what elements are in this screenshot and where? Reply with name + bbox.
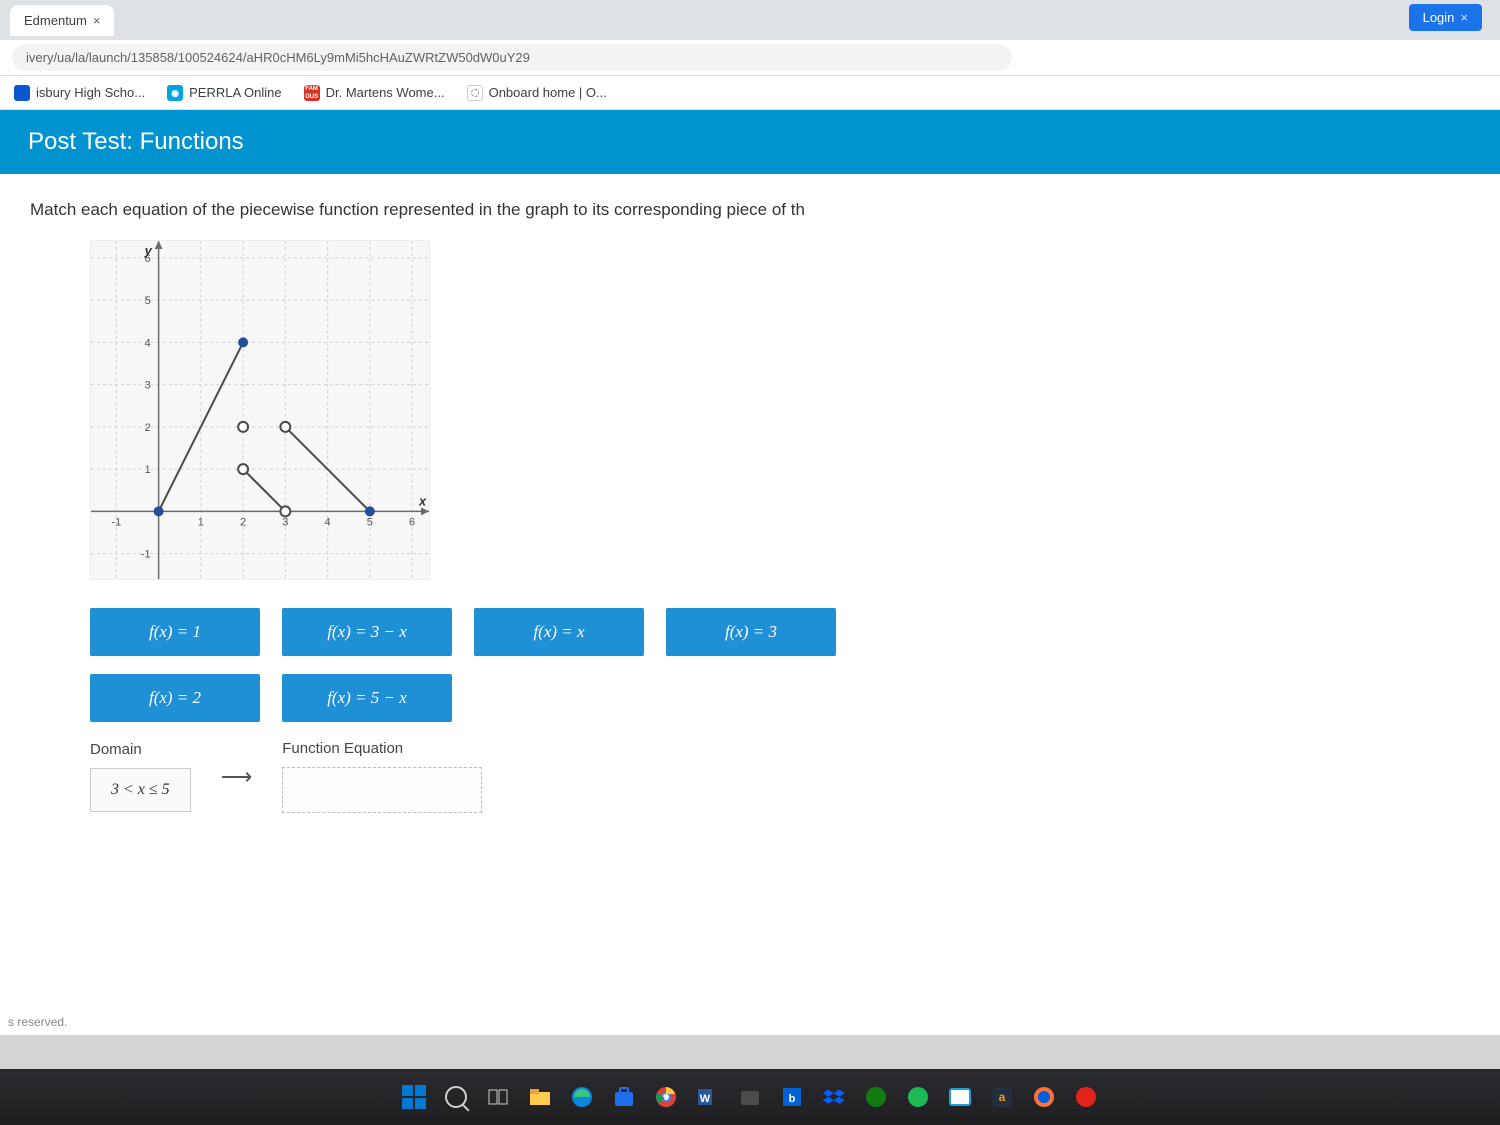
equation-heading: Function Equation: [282, 740, 482, 757]
store-icon[interactable]: [607, 1080, 641, 1114]
edge-icon[interactable]: [565, 1080, 599, 1114]
equation-tile[interactable]: f(x) = 5 − x: [282, 674, 452, 722]
bookmark-label: PERRLA Online: [189, 85, 282, 100]
search-button[interactable]: [439, 1080, 473, 1114]
bookmark-label: Dr. Martens Wome...: [326, 85, 445, 100]
svg-text:x: x: [418, 493, 427, 508]
domain-column: Domain 3 < x ≤ 5: [90, 741, 191, 812]
equation-drop-target[interactable]: [282, 767, 482, 813]
close-icon[interactable]: ×: [93, 13, 101, 28]
answer-tiles: f(x) = 1 f(x) = 3 − x f(x) = x f(x) = 3 …: [90, 608, 1470, 722]
app-icon[interactable]: [1069, 1080, 1103, 1114]
svg-text:b: b: [789, 1093, 796, 1105]
bookmark-item[interactable]: Onboard home | O...: [467, 85, 607, 101]
bookmark-label: isbury High Scho...: [36, 85, 145, 100]
login-pill[interactable]: Login ×: [1409, 4, 1482, 31]
tile-row: f(x) = 2 f(x) = 5 − x: [90, 674, 1470, 722]
bookmarks-bar: isbury High Scho... ◉ PERRLA Online FAMO…: [0, 76, 1500, 110]
search-icon: [445, 1086, 467, 1108]
svg-text:5: 5: [145, 295, 151, 307]
equation-tile[interactable]: f(x) = 2: [90, 674, 260, 722]
svg-text:5: 5: [367, 516, 373, 528]
svg-text:4: 4: [325, 516, 331, 528]
windows-taskbar[interactable]: W b a: [0, 1069, 1500, 1125]
bookmark-label: Onboard home | O...: [489, 85, 607, 100]
bookmark-item[interactable]: FAMOUS Dr. Martens Wome...: [304, 85, 445, 101]
whiteboard-icon[interactable]: [943, 1080, 977, 1114]
equation-tile[interactable]: f(x) = x: [474, 608, 644, 656]
dropbox-icon[interactable]: [817, 1080, 851, 1114]
login-label: Login: [1423, 10, 1455, 25]
svg-text:4: 4: [145, 337, 151, 349]
app-icon[interactable]: [733, 1080, 767, 1114]
svg-text:1: 1: [198, 516, 204, 528]
task-view-button[interactable]: [481, 1080, 515, 1114]
svg-text:-1: -1: [111, 516, 121, 528]
box-icon[interactable]: b: [775, 1080, 809, 1114]
tab-title: Edmentum: [24, 13, 87, 28]
bookmark-icon: [467, 85, 483, 101]
xbox-icon[interactable]: [859, 1080, 893, 1114]
page-title: Post Test: Functions: [0, 110, 1500, 174]
equation-tile[interactable]: f(x) = 3: [666, 608, 836, 656]
bookmark-icon: [14, 85, 30, 101]
chrome-icon[interactable]: [649, 1080, 683, 1114]
domain-heading: Domain: [90, 741, 191, 758]
windows-icon: [402, 1085, 426, 1109]
domain-value: 3 < x ≤ 5: [90, 768, 191, 812]
svg-text:2: 2: [145, 422, 151, 434]
piecewise-graph: -1123456-1123456xy: [90, 240, 430, 580]
svg-text:y: y: [144, 243, 153, 258]
bookmark-item[interactable]: ◉ PERRLA Online: [167, 85, 282, 101]
firefox-icon[interactable]: [1027, 1080, 1061, 1114]
explorer-icon[interactable]: [523, 1080, 557, 1114]
tile-row: f(x) = 1 f(x) = 3 − x f(x) = x f(x) = 3: [90, 608, 1470, 656]
browser-tab-strip: Edmentum × Login ×: [0, 0, 1500, 40]
svg-text:6: 6: [409, 516, 415, 528]
equation-column: Function Equation: [282, 740, 482, 813]
svg-text:-1: -1: [141, 549, 151, 561]
equation-tile[interactable]: f(x) = 3 − x: [282, 608, 452, 656]
match-row: Domain 3 < x ≤ 5 ⟶ Function Equation: [90, 740, 1470, 813]
svg-text:1: 1: [145, 464, 151, 476]
url-input[interactable]: ivery/ua/la/launch/135858/100524624/aHR0…: [12, 44, 1012, 71]
word-icon[interactable]: W: [691, 1080, 725, 1114]
close-icon[interactable]: ×: [1460, 10, 1468, 25]
footer-text: s reserved.: [8, 1015, 67, 1029]
spotify-icon[interactable]: [901, 1080, 935, 1114]
graph-svg: -1123456-1123456xy: [91, 241, 429, 579]
svg-text:a: a: [999, 1090, 1006, 1104]
svg-text:3: 3: [145, 380, 151, 392]
address-bar: ivery/ua/la/launch/135858/100524624/aHR0…: [0, 40, 1500, 76]
equation-tile[interactable]: f(x) = 1: [90, 608, 260, 656]
browser-tab[interactable]: Edmentum ×: [10, 5, 114, 36]
bookmark-icon: FAMOUS: [304, 85, 320, 101]
svg-text:2: 2: [240, 516, 246, 528]
bookmark-item[interactable]: isbury High Scho...: [14, 85, 145, 101]
amazon-icon[interactable]: a: [985, 1080, 1019, 1114]
svg-text:3: 3: [282, 516, 288, 528]
arrow-icon: ⟶: [221, 764, 253, 790]
page-body: Match each equation of the piecewise fun…: [0, 174, 1500, 1035]
bookmark-icon: ◉: [167, 85, 183, 101]
start-button[interactable]: [397, 1080, 431, 1114]
question-prompt: Match each equation of the piecewise fun…: [30, 200, 1470, 220]
svg-text:W: W: [700, 1093, 711, 1105]
